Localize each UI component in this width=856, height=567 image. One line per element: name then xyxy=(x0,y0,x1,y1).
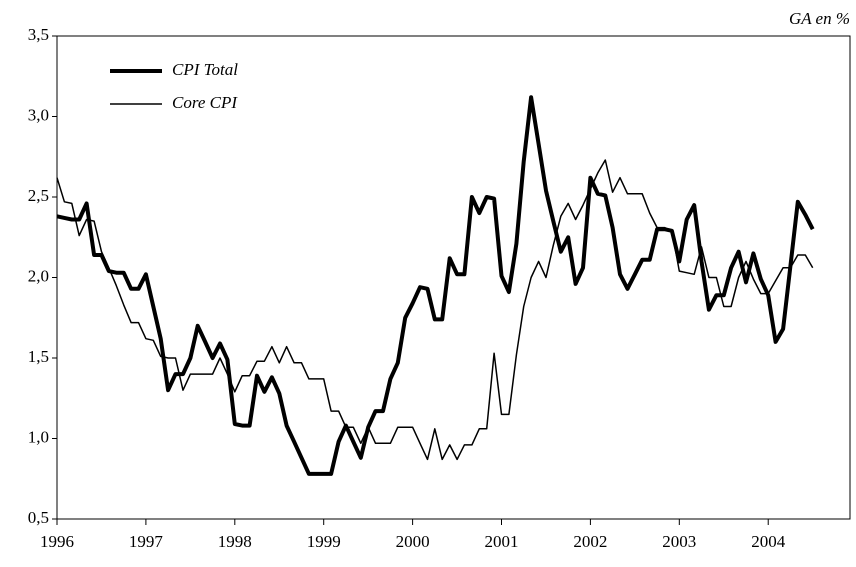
x-tick-label: 2002 xyxy=(573,532,607,551)
legend-label: Core CPI xyxy=(172,93,238,112)
y-tick-label: 0,5 xyxy=(28,508,49,527)
y-tick-label: 2,5 xyxy=(28,186,49,205)
y-tick-label: 1,5 xyxy=(28,347,49,366)
x-tick-label: 1997 xyxy=(129,532,164,551)
series-line xyxy=(56,95,815,476)
x-tick-label: 1999 xyxy=(307,532,341,551)
series-line xyxy=(56,159,814,461)
y-tick-label: 3,0 xyxy=(28,105,49,124)
x-tick-label: 1998 xyxy=(218,532,252,551)
y-tick-label: 2,0 xyxy=(28,266,49,285)
unit-annotation: GA en % xyxy=(789,9,850,28)
legend-label: CPI Total xyxy=(172,60,238,79)
x-tick-label: 2004 xyxy=(751,532,786,551)
y-tick-label: 1,0 xyxy=(28,427,49,446)
x-tick-label: 2001 xyxy=(485,532,519,551)
x-tick-label: 2000 xyxy=(396,532,430,551)
y-tick-label: 3,5 xyxy=(28,25,49,44)
x-tick-label: 1996 xyxy=(40,532,74,551)
x-tick-label: 2003 xyxy=(662,532,696,551)
